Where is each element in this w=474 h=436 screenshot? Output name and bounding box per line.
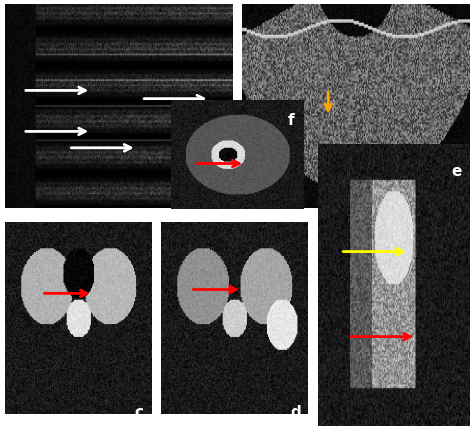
Text: e: e	[451, 164, 461, 179]
Text: f: f	[287, 113, 294, 128]
Text: d: d	[291, 405, 301, 419]
Text: c: c	[134, 405, 143, 419]
Text: b: b	[451, 199, 462, 214]
Text: a: a	[205, 199, 215, 214]
